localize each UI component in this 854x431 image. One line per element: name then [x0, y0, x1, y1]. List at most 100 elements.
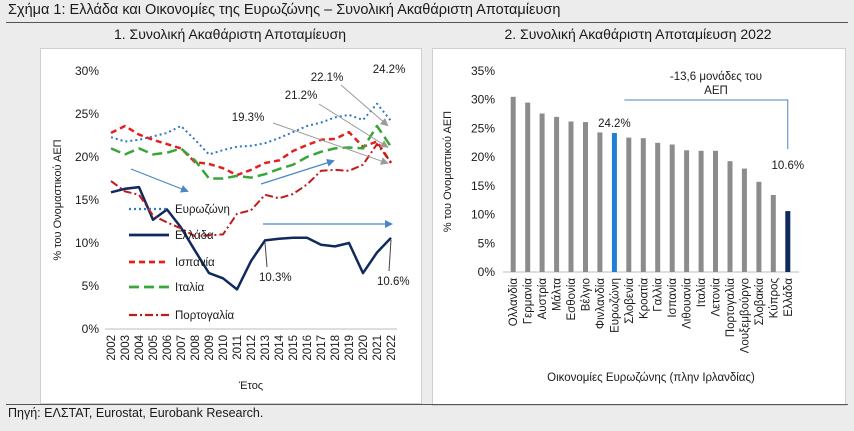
- x-tick-label: Λετονία: [711, 278, 723, 317]
- y-tick-label: 25%: [471, 121, 495, 135]
- y-axis-title: % του Ονομαστικού ΑΕΠ: [442, 111, 454, 232]
- x-tick-label: Ελλάδα: [783, 278, 795, 317]
- data-label-spain-2022: 19.3%: [232, 112, 265, 124]
- line-chart-panel: 0% 5% 10% 15% 20% 25% 30% 2002 2003 2004 2005 2006 2…: [40, 48, 422, 404]
- series-line-portugal: [110, 143, 392, 238]
- bar: [785, 211, 791, 272]
- bar: [510, 96, 516, 272]
- data-label-greece-2022: 10.6%: [377, 276, 410, 288]
- difference-label-line2: ΑΕΠ: [704, 85, 728, 97]
- data-label-euro-2022: 24.2%: [373, 64, 406, 76]
- line-chart-title: 1. Συνολική Ακαθάριστη Αποταμίευση: [113, 26, 346, 42]
- y-tick-label: 20%: [471, 150, 495, 164]
- bar: [741, 168, 747, 272]
- x-tick-label: Ιταλία: [696, 278, 708, 308]
- bar: [684, 150, 690, 272]
- x-tick-label: 2016: [302, 335, 314, 361]
- data-label-euro-2021: 22.1%: [311, 72, 344, 84]
- x-tick-label: Μάλτα: [552, 278, 564, 311]
- x-tick-label: Εσθονία: [566, 278, 578, 321]
- y-tick-label: 5%: [478, 236, 496, 250]
- series-line-spain: [110, 124, 393, 177]
- callout-pointer: [264, 242, 268, 268]
- bar: [727, 161, 733, 272]
- data-label-greece: 10.6%: [771, 160, 804, 172]
- legend-label: Πορτογαλία: [175, 310, 235, 322]
- data-label-eurozone: 24.2%: [598, 118, 631, 130]
- bar: [770, 195, 776, 272]
- x-tick-label: Ισπανία: [667, 278, 679, 318]
- x-tick-label: 2013: [260, 335, 272, 361]
- bar: [669, 144, 675, 272]
- difference-bracket: [624, 99, 789, 150]
- bar: [640, 138, 646, 272]
- x-tick-label: Γερμανία: [523, 278, 535, 325]
- series-line-greece: [110, 185, 392, 291]
- callout-pointer: [272, 122, 389, 165]
- y-axis-title: % του Ονομαστικού ΑΕΠ: [52, 139, 64, 260]
- bar: [713, 150, 718, 272]
- y-tick-label: 35%: [471, 64, 495, 78]
- y-tick-label: 10%: [75, 236, 99, 250]
- bar-chart-svg: 0% 5% 10% 15% 20% 25% 30% 35% % του Ονομαστικού …: [442, 64, 804, 384]
- source-note: Πηγή: ΕΛΣΤΑΤ, Eurostat, Eurobank Researc…: [8, 406, 264, 420]
- y-tick-label: 25%: [75, 107, 99, 121]
- bar-chart-title: 2. Συνολική Ακαθάριστη Αποταμίευση 2022: [504, 26, 772, 42]
- x-tick-label: Ευρωζώνη: [609, 278, 621, 333]
- legend-label: Ευρωζώνη: [175, 204, 230, 216]
- y-tick-label: 15%: [471, 179, 495, 193]
- bottom-rule: [6, 404, 848, 405]
- x-axis-title: Οικονομίες Ευρωζώνης (πλην Ιρλανδίας): [547, 372, 755, 384]
- x-tick-label: 2009: [204, 335, 216, 361]
- x-tick-label: 2014: [274, 334, 286, 360]
- trend-arrow-up: [260, 159, 335, 185]
- legend-label: Ελλάδα: [175, 230, 214, 242]
- difference-label-line1: -13,6 μονάδες του: [670, 71, 762, 83]
- bar: [583, 122, 588, 272]
- callout-pointer: [340, 84, 389, 127]
- bar: [539, 113, 545, 272]
- x-tick-label: 2007: [176, 335, 188, 361]
- x-tick-label: Κύπρος: [768, 278, 780, 319]
- x-axis-title: Έτος: [238, 380, 263, 392]
- figure-title: Σχήμα 1: Ελλάδα και Οικονομίες της Ευρωζ…: [8, 2, 561, 18]
- line-chart-svg: 0%5%10%15%20%25%30%2002 2003 2004 2005 2006 2…: [52, 64, 410, 392]
- x-tick-label: 2005: [148, 335, 160, 361]
- x-tick-label: Λουξεμβούργο: [739, 278, 751, 353]
- y-tick-label: 0%: [478, 265, 496, 279]
- y-tick-label: 0%: [82, 322, 100, 336]
- legend-label: Ιταλία: [175, 282, 205, 294]
- y-tick-label: 5%: [82, 279, 100, 293]
- data-label-greece-2013: 10.3%: [259, 272, 292, 284]
- x-tick-label: 2012: [246, 335, 258, 361]
- x-tick-label: 2006: [162, 335, 174, 361]
- x-tick-label: 2019: [344, 335, 356, 361]
- y-tick-label: 30%: [471, 93, 495, 107]
- x-tick-label: Πορτογαλία: [725, 278, 737, 338]
- callout-pointer: [318, 103, 389, 148]
- x-tick-label: Φινλανδία: [595, 278, 607, 329]
- y-tick-label: 15%: [75, 193, 99, 207]
- bar: [568, 121, 574, 272]
- x-tick-label: Βέλγιο: [580, 278, 592, 311]
- bar-chart-panel: 0% 5% 10% 15% 20% 25% 30% 35% % του Ονομαστικού …: [432, 48, 846, 406]
- x-tick-label: Σλοβενία: [624, 278, 636, 324]
- data-label-italy-2022: 21.2%: [285, 90, 318, 102]
- y-tick-label: 30%: [75, 64, 99, 78]
- y-tick-label: 20%: [75, 150, 99, 164]
- callout-pointer: [388, 239, 392, 272]
- x-tick-label: 2018: [330, 335, 342, 361]
- bar: [611, 133, 617, 272]
- trend-arrow-down: [130, 168, 189, 193]
- x-tick-label: Σλοβακία: [754, 278, 766, 326]
- bar: [626, 137, 632, 272]
- x-tick-label: 2008: [190, 335, 202, 361]
- x-tick-label: 2010: [218, 335, 230, 361]
- x-tick-label: 2017: [316, 335, 328, 361]
- x-tick-label: 2003: [120, 335, 132, 361]
- legend-label: Ισπανία: [175, 257, 215, 269]
- x-tick-label: 2004: [134, 334, 146, 360]
- x-tick-label: 2011: [232, 335, 244, 360]
- x-tick-label: 2020: [358, 335, 370, 361]
- x-tick-label: 2021: [372, 335, 384, 361]
